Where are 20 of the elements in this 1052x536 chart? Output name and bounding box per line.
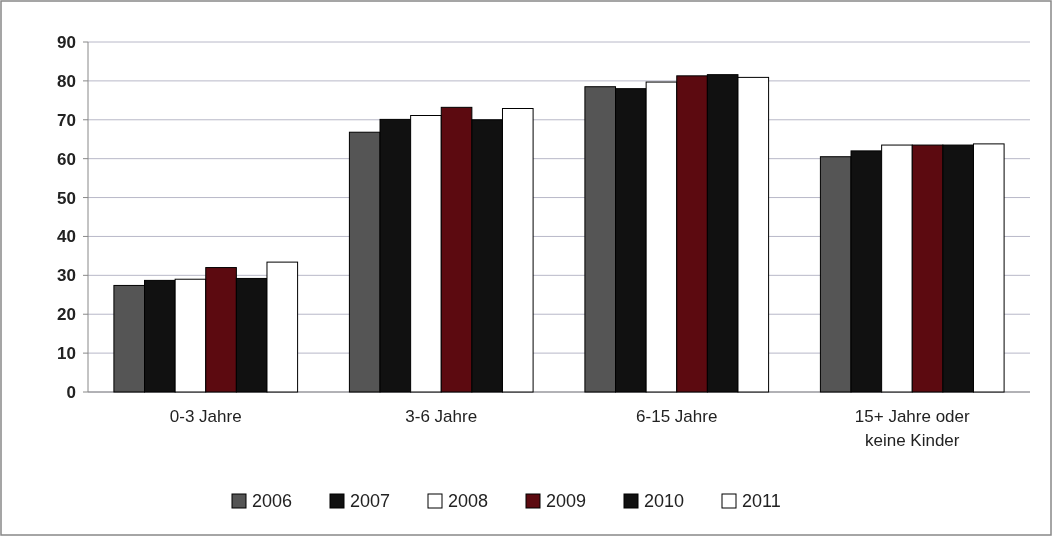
y-tick-label: 70 xyxy=(57,110,76,130)
y-tick-label: 40 xyxy=(57,227,76,247)
legend-label: 2010 xyxy=(644,491,685,512)
x-tick-label: 3-6 Jahre xyxy=(405,407,478,426)
legend-label: 2009 xyxy=(546,491,587,512)
x-tick-label: 0-3 Jahre xyxy=(169,407,242,426)
legend-label: 2007 xyxy=(350,491,391,512)
y-tick-label: 90 xyxy=(57,32,76,52)
legend-label: 2006 xyxy=(252,491,293,512)
y-tick-label: 80 xyxy=(57,71,76,91)
legend-label: 2011 xyxy=(742,491,781,512)
y-tick-label: 10 xyxy=(57,344,76,364)
y-tick-label: 20 xyxy=(57,305,76,325)
x-tick-label: 6-15 Jahre xyxy=(636,407,718,426)
y-tick-label: 50 xyxy=(57,188,76,208)
y-tick-label: 30 xyxy=(57,266,76,286)
legend-label: 2008 xyxy=(448,491,489,512)
x-tick-label: 15+ Jahre oder keine Kinder xyxy=(854,407,970,450)
y-tick-label: 0 xyxy=(66,382,76,402)
y-tick-label: 60 xyxy=(57,149,76,169)
